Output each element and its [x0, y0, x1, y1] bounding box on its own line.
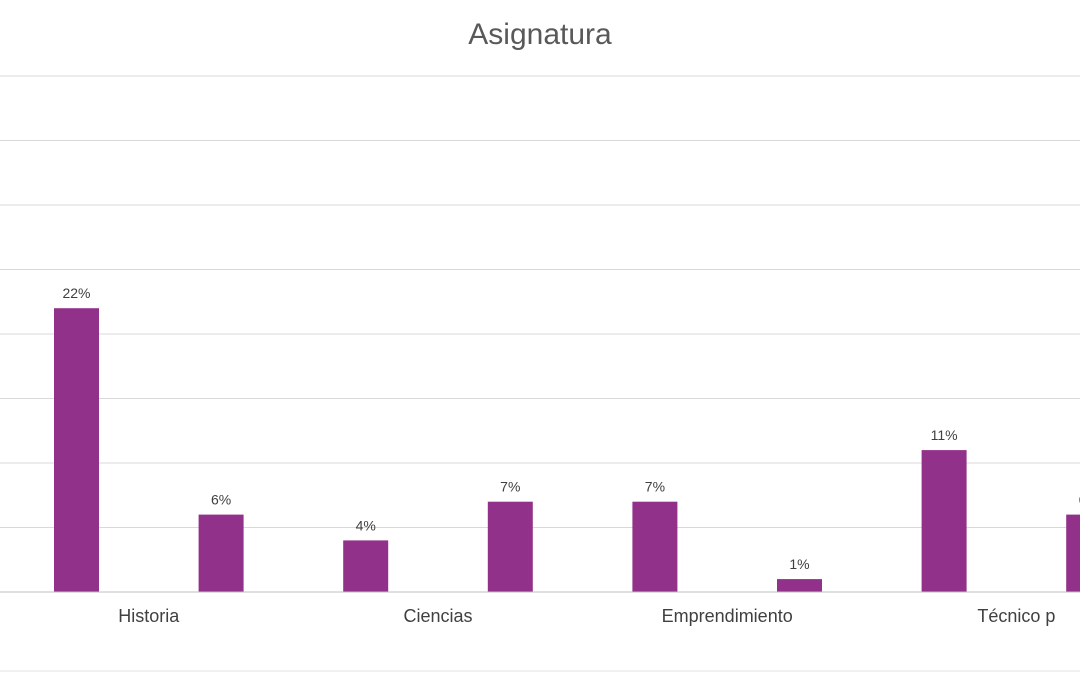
bar	[487, 501, 533, 592]
bar	[777, 579, 822, 592]
bar	[343, 540, 389, 592]
data-label: 4%	[356, 517, 376, 533]
data-label: 11%	[931, 427, 958, 443]
data-label: 1%	[789, 556, 809, 572]
gridlines	[0, 75, 1080, 528]
category-label: Historia	[118, 606, 180, 626]
data-label: 7%	[500, 479, 520, 495]
category-label: Técnico p	[977, 606, 1055, 626]
bar	[1066, 514, 1080, 592]
data-labels: 22% 6% 4% 7% 7% 1% 11% 6%	[62, 285, 1080, 572]
bars	[54, 308, 1080, 592]
bar	[54, 308, 99, 592]
data-label: 22%	[62, 285, 90, 301]
data-label: 7%	[645, 479, 665, 495]
data-label: 6%	[211, 492, 231, 508]
category-label: Ciencias	[403, 606, 472, 626]
bar	[198, 514, 244, 592]
bar	[921, 450, 967, 592]
chart-title: Asignatura	[468, 18, 612, 51]
category-labels: Historia Ciencias Emprendimiento Técnico p	[118, 606, 1055, 626]
bar	[632, 501, 678, 592]
category-label: Emprendimiento	[662, 606, 793, 626]
data-label: 6%	[1079, 492, 1080, 508]
